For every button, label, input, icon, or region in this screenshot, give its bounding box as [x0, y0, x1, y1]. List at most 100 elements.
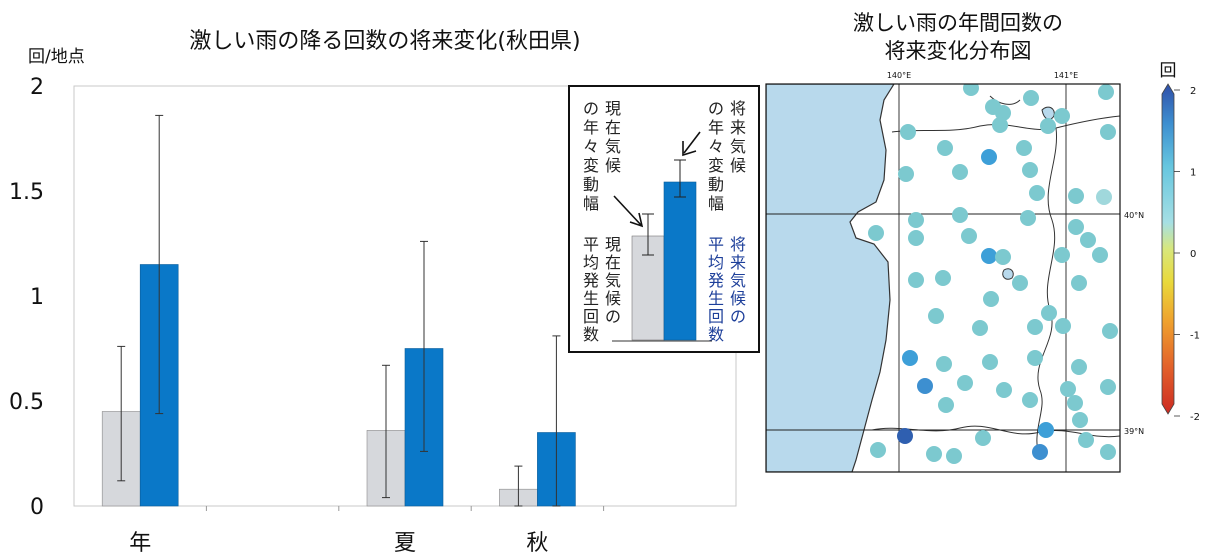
- station-dot: [902, 350, 918, 366]
- station-dot: [1032, 444, 1048, 460]
- station-dot: [1096, 189, 1112, 205]
- station-dot: [1012, 275, 1028, 291]
- station-dot: [981, 248, 997, 264]
- colorbar-tick-label: 0: [1190, 249, 1196, 260]
- station-dot: [1068, 188, 1084, 204]
- station-dot: [926, 446, 942, 462]
- station-dot: [1029, 185, 1045, 201]
- station-dot: [1080, 232, 1096, 248]
- map-title-line1: 激しい雨の年間回数の: [853, 11, 1063, 35]
- station-dot: [995, 249, 1011, 265]
- station-dot: [1055, 318, 1071, 334]
- y-tick-label: 1: [30, 285, 44, 310]
- station-dot: [917, 378, 933, 394]
- legend-text-column: 現在気候: [605, 99, 621, 175]
- legend-text-column: 将来気候の: [730, 235, 746, 326]
- station-dot: [992, 117, 1008, 133]
- legend-future-bar: [663, 181, 697, 341]
- error-bars: [117, 114, 561, 507]
- station-dot: [996, 382, 1012, 398]
- station-dot: [1027, 350, 1043, 366]
- station-dot: [1100, 444, 1116, 460]
- x-category-label: 秋: [526, 531, 548, 556]
- station-dot: [908, 212, 924, 228]
- station-dot: [1068, 219, 1084, 235]
- bars: [101, 264, 576, 507]
- colorbar-ticks: 2 1 0 -1 -2: [1174, 86, 1200, 423]
- colorbar-tick-label: 2: [1190, 86, 1196, 97]
- x-category-label: 年: [129, 531, 151, 556]
- station-dot: [1016, 140, 1032, 156]
- station-dot: [983, 291, 999, 307]
- station-dot: [937, 140, 953, 156]
- station-dot: [908, 230, 924, 246]
- colorbar-tick-label: -1: [1190, 331, 1200, 342]
- station-dot: [1067, 395, 1083, 411]
- legend-text-column: 将来気候: [730, 99, 746, 175]
- colorbar-tick-label: -2: [1190, 412, 1200, 423]
- map-panel: 激しい雨の年間回数の 将来変化分布図: [765, 11, 1200, 473]
- legend-current-errorbar: [642, 213, 654, 256]
- legend-text-column: 現在気候の: [605, 235, 621, 326]
- lon-label-141: 141°E: [1054, 71, 1078, 80]
- station-dot: [908, 272, 924, 288]
- station-dot: [868, 225, 884, 241]
- y-tick-label: 0: [30, 495, 44, 520]
- x-category-labels: 年夏秋: [129, 531, 548, 556]
- station-dot: [975, 430, 991, 446]
- station-dot: [1040, 118, 1056, 134]
- station-dot: [981, 149, 997, 165]
- station-dot: [938, 397, 954, 413]
- station-dot: [897, 428, 913, 444]
- station-dot: [946, 448, 962, 464]
- station-dot: [1071, 359, 1087, 375]
- station-dot: [1098, 84, 1114, 100]
- station-dot: [963, 84, 979, 96]
- station-dot: [1078, 432, 1094, 448]
- station-dot: [982, 354, 998, 370]
- colorbar-tick-label: 1: [1190, 168, 1196, 179]
- y-tick-label: 1.5: [9, 180, 44, 205]
- x-tick-marks: [205, 506, 605, 511]
- y-axis-label: 回/地点: [28, 47, 85, 67]
- station-dot: [1038, 422, 1054, 438]
- station-dot: [952, 207, 968, 223]
- station-dot: [1102, 323, 1118, 339]
- x-category-label: 夏: [394, 531, 416, 556]
- y-tick-label: 2: [30, 75, 44, 100]
- station-dot: [1041, 305, 1057, 321]
- map-title-line2: 将来変化分布図: [885, 39, 1032, 63]
- station-dot: [995, 105, 1011, 121]
- station-dot: [1054, 247, 1070, 263]
- station-dots: [868, 84, 1118, 464]
- station-dot: [1023, 90, 1039, 106]
- lat-label-40: 40°N: [1124, 211, 1144, 220]
- legend-text-column: の年々変動幅: [583, 99, 599, 213]
- station-dot: [1060, 381, 1076, 397]
- lon-label-140: 140°E: [887, 71, 911, 80]
- station-dot: [1072, 412, 1088, 428]
- station-dot: [900, 124, 916, 140]
- legend-text-column: の年々変動幅: [708, 99, 724, 213]
- station-dot: [972, 320, 988, 336]
- map-frame: [765, 83, 1121, 473]
- station-dot: [1027, 319, 1043, 335]
- station-dot: [936, 356, 952, 372]
- y-tick-label: 0.5: [9, 390, 44, 415]
- station-dot: [935, 270, 951, 286]
- station-dot: [957, 375, 973, 391]
- station-dot: [1100, 379, 1116, 395]
- station-dot: [1022, 392, 1038, 408]
- legend-text-column: 平均発生回数: [583, 235, 599, 344]
- station-dot: [1100, 124, 1116, 140]
- station-dot: [1020, 210, 1036, 226]
- sea-of-japan: [766, 84, 895, 472]
- colorbar: 回 2 1 0 -1 -2: [1160, 61, 1200, 423]
- colorbar-title: 回: [1160, 61, 1177, 81]
